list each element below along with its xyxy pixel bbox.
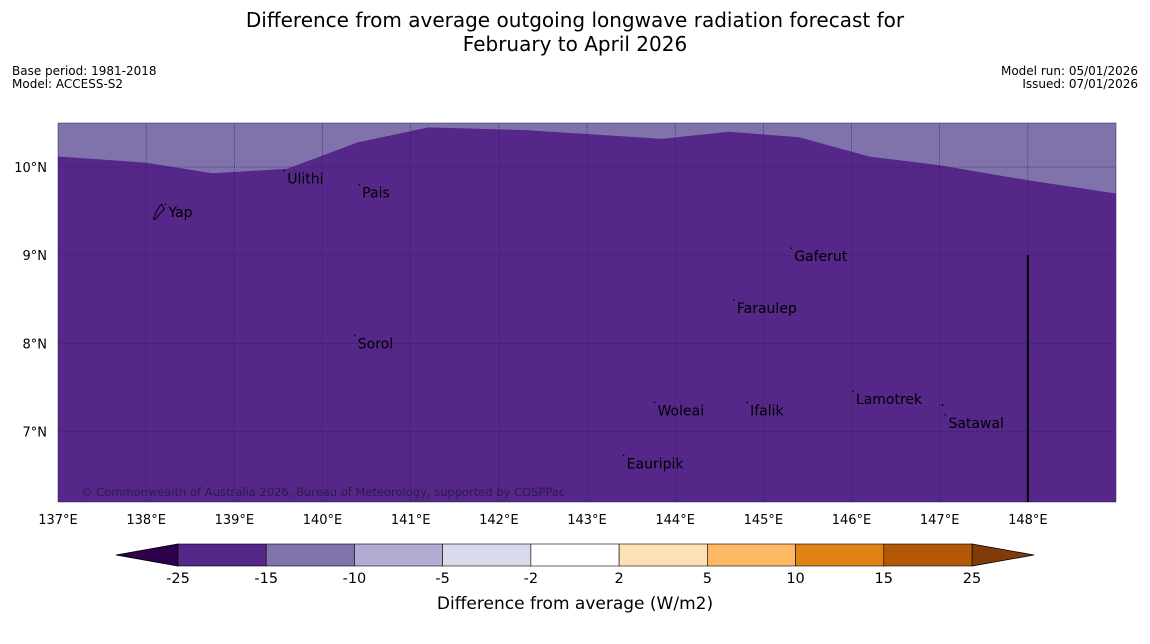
info-left: Base period: 1981-2018 Model: ACCESS-S2 (12, 65, 157, 91)
y-tick-label: 9°N (23, 249, 48, 264)
island-dot (283, 169, 286, 172)
x-tick-label: 146°E (832, 513, 872, 528)
island-dot (653, 401, 656, 404)
info-right: Model run: 05/01/2026 Issued: 07/01/2026 (1001, 65, 1138, 91)
place-label: Ifalik (750, 403, 784, 419)
island-dot (733, 299, 735, 302)
island-dot (941, 404, 944, 407)
island-dot (358, 183, 360, 186)
x-tick-label: 140°E (303, 513, 343, 528)
colorbar-tick-label: 10 (786, 571, 804, 587)
island-dot (852, 390, 854, 392)
colorbar-segment (530, 543, 620, 567)
island-dot (622, 454, 625, 457)
colorbar-segment (707, 543, 796, 567)
colorbar-under-arrow (115, 543, 179, 567)
colorbar-segment (265, 543, 355, 567)
x-tick-label: 145°E (744, 513, 784, 528)
copyright-notice: © Commonwealth of Australia 2026, Bureau… (81, 485, 565, 499)
colorbar-tick-label: 15 (875, 571, 893, 587)
place-label: Yap (167, 205, 192, 221)
issued-date: Issued: 07/01/2026 (1022, 77, 1138, 91)
map-title: Difference from average outgoing longwav… (0, 8, 1150, 56)
x-tick-label: 148°E (1008, 513, 1048, 528)
island-dot (164, 203, 167, 205)
colorbar-segment (618, 543, 708, 567)
y-tick-label: 10°N (14, 161, 47, 176)
place-label: Sorol (358, 336, 393, 352)
colorbar-tick-label: -10 (343, 571, 367, 587)
place-label: Lamotrek (856, 392, 923, 408)
x-tick-label: 137°E (38, 513, 78, 528)
colorbar-title: Difference from average (W/m2) (436, 594, 714, 614)
y-tick-label: 7°N (23, 425, 48, 440)
island-dot (790, 247, 792, 250)
x-tick-label: 139°E (215, 513, 255, 528)
colorbar-segment (177, 543, 267, 567)
colorbar-tick-label: -15 (254, 571, 278, 587)
island-dot (353, 334, 356, 337)
x-tick-label: 141°E (391, 513, 431, 528)
title-line-1: Difference from average outgoing longwav… (245, 8, 905, 32)
place-label: Faraulep (737, 301, 797, 317)
colorbar-tick-label: 25 (963, 571, 981, 587)
model-run: Model run: 05/01/2026 (1000, 64, 1138, 78)
colorbar-tick-label: -5 (435, 571, 449, 587)
colorbar-over-arrow (971, 543, 1035, 567)
island-yap-outline (152, 203, 166, 220)
x-tick-label: 138°E (126, 513, 166, 528)
colorbar-segment (442, 543, 532, 567)
colorbar-segment (354, 543, 443, 567)
title-line-2: February to April 2026 (462, 32, 688, 56)
colorbar-segment (883, 543, 973, 567)
place-label: Pais (362, 186, 390, 202)
colorbar-tick-label: -2 (524, 571, 538, 587)
island-dot (746, 401, 748, 404)
place-label: Eauripik (627, 456, 685, 472)
y-tick-label: 8°N (23, 337, 48, 352)
base-period: Base period: 1981-2018 (12, 64, 157, 78)
x-tick-label: 144°E (655, 513, 695, 528)
map-frame (57, 122, 1117, 503)
place-label: Woleai (658, 403, 705, 419)
place-label: Satawal (948, 416, 1003, 432)
place-label: Ulithi (287, 172, 323, 188)
x-tick-label: 142°E (479, 513, 519, 528)
place-label: Gaferut (794, 249, 848, 265)
colorbar-tick-label: 2 (614, 571, 623, 587)
island-dot (944, 413, 947, 416)
x-tick-label: 147°E (920, 513, 960, 528)
colorbar-tick-label: 5 (703, 571, 712, 587)
x-tick-label: 143°E (567, 513, 607, 528)
colorbar-segment (795, 543, 885, 567)
model-name: Model: ACCESS-S2 (12, 77, 124, 91)
colorbar-tick-label: -25 (166, 571, 190, 587)
